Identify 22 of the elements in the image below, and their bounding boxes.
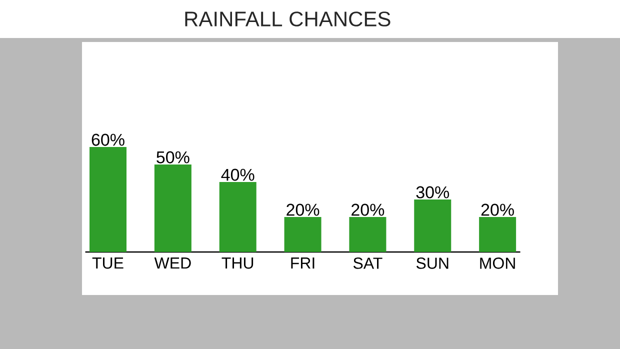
data-label: 20%	[481, 204, 514, 216]
x-tick-label: FRI	[291, 258, 314, 269]
bar	[90, 147, 127, 252]
x-tick-label: MON	[480, 258, 515, 269]
data-label: 50%	[156, 151, 190, 164]
bar	[154, 164, 192, 252]
x-tick-label: SAT	[353, 258, 382, 269]
data-label: 20%	[352, 204, 384, 216]
chart-title: RAINFALL CHANCES	[185, 12, 390, 26]
bar	[414, 200, 452, 252]
bar	[479, 217, 516, 252]
data-label: 40%	[221, 168, 254, 181]
x-tick-label: WED	[154, 258, 191, 269]
x-tick-label: TUE	[92, 258, 124, 269]
bar	[219, 182, 256, 252]
bar	[349, 217, 386, 252]
data-label: 20%	[286, 204, 320, 216]
x-tick-label: THU	[222, 258, 254, 269]
x-tick-label: SUN	[416, 258, 448, 269]
data-label: 30%	[416, 186, 450, 198]
bar	[284, 217, 322, 252]
data-label: 60%	[92, 134, 124, 146]
